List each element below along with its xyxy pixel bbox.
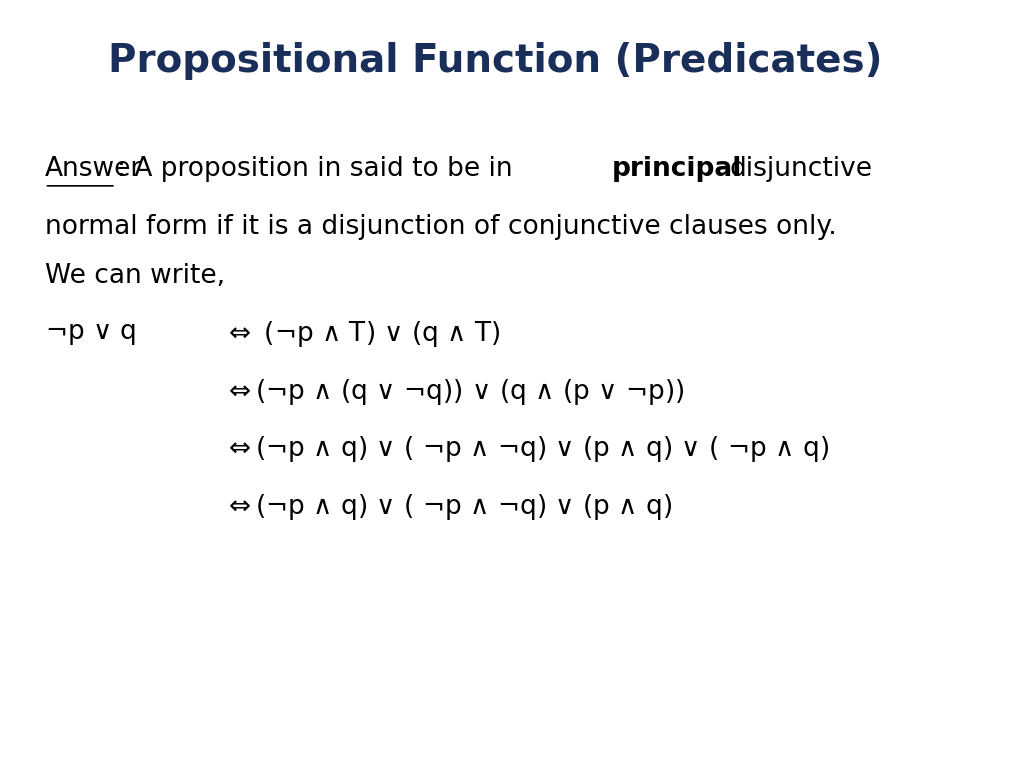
- Text: disjunctive: disjunctive: [730, 156, 872, 182]
- Text: normal form if it is a disjunction of conjunctive clauses only.: normal form if it is a disjunction of co…: [45, 214, 837, 240]
- Text: Answer: Answer: [45, 156, 141, 182]
- Text: $\Leftrightarrow$($\neg$p $\wedge$ q) $\vee$ ( $\neg$p $\wedge$ $\neg$q) $\vee$ : $\Leftrightarrow$($\neg$p $\wedge$ q) $\…: [223, 434, 828, 465]
- Text: : A proposition in said to be in: : A proposition in said to be in: [117, 156, 512, 182]
- Text: We can write,: We can write,: [45, 263, 224, 290]
- Text: principal: principal: [612, 156, 742, 182]
- Text: Propositional Function (Predicates): Propositional Function (Predicates): [108, 42, 883, 81]
- Text: $\neg$p $\vee$ q: $\neg$p $\vee$ q: [45, 321, 136, 347]
- Text: $\Leftrightarrow$($\neg$p $\wedge$ (q $\vee$ $\neg$q)) $\vee$ (q $\wedge$ (p $\v: $\Leftrightarrow$($\neg$p $\wedge$ (q $\…: [223, 376, 684, 407]
- Text: $\Leftrightarrow$($\neg$p $\wedge$ q) $\vee$ ( $\neg$p $\wedge$ $\neg$q) $\vee$ : $\Leftrightarrow$($\neg$p $\wedge$ q) $\…: [223, 492, 672, 522]
- Text: $\Leftrightarrow$ ($\neg$p $\wedge$ T) $\vee$ (q $\wedge$ T): $\Leftrightarrow$ ($\neg$p $\wedge$ T) $…: [223, 319, 501, 349]
